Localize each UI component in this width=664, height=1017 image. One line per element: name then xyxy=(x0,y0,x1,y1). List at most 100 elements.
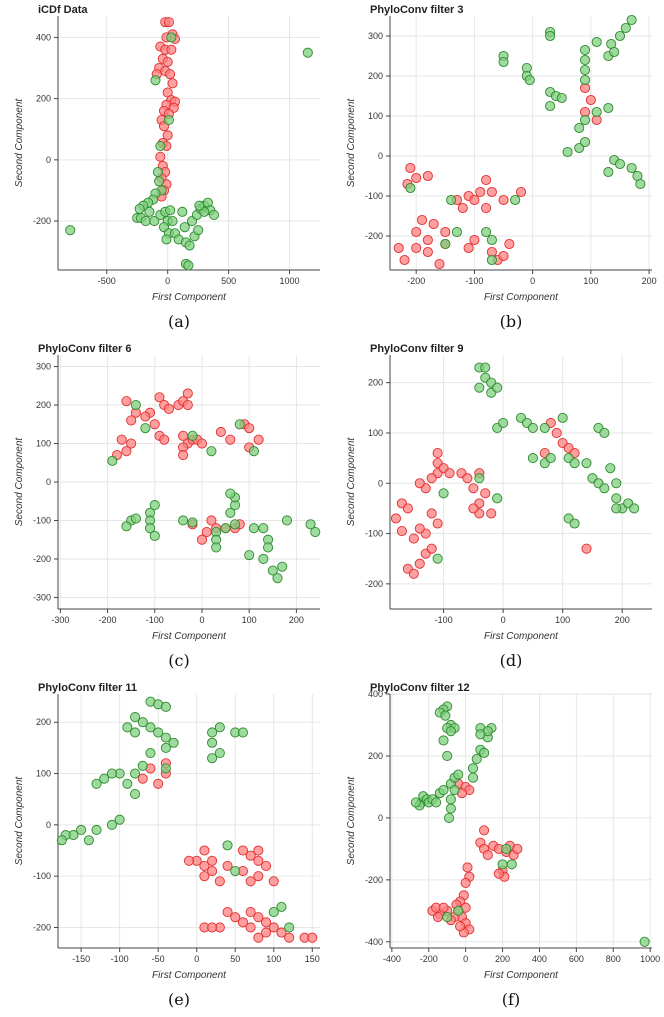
x-tick-label: -100 xyxy=(111,954,129,964)
data-point-green xyxy=(498,56,509,68)
data-point-red xyxy=(469,194,480,206)
x-tick-label: -150 xyxy=(72,954,90,964)
data-point-green xyxy=(479,747,490,758)
data-point-green xyxy=(130,513,141,524)
y-tick-label: -100 xyxy=(365,191,383,201)
data-point-green xyxy=(432,553,443,564)
x-tick-label: -200 xyxy=(407,276,425,286)
data-point-red xyxy=(432,448,443,459)
data-point-green xyxy=(106,768,117,779)
data-point-red xyxy=(126,438,137,449)
y-tick-label: 0 xyxy=(46,820,51,830)
data-point-green xyxy=(222,840,233,851)
x-tick-label: -100 xyxy=(435,615,453,625)
data-point-green xyxy=(225,507,236,518)
data-point-red xyxy=(155,151,166,162)
data-point-green xyxy=(626,14,637,26)
data-point-green xyxy=(114,814,125,825)
data-point-red xyxy=(137,773,148,784)
data-point-green xyxy=(545,100,556,112)
data-point-red xyxy=(253,932,264,943)
data-point-green xyxy=(214,722,225,733)
x-tick-label: 1000 xyxy=(640,954,660,964)
data-point-green xyxy=(134,203,145,214)
data-point-red xyxy=(261,917,272,928)
data-point-green xyxy=(492,493,503,504)
data-point-red xyxy=(405,162,416,174)
x-tick-label: -200 xyxy=(99,615,117,625)
data-point-green xyxy=(178,515,189,526)
data-point-green xyxy=(187,430,198,441)
data-point-red xyxy=(121,396,132,407)
data-point-red xyxy=(230,912,241,923)
subfigure-caption: (d) xyxy=(500,651,523,670)
data-point-red xyxy=(414,558,425,569)
data-point-green xyxy=(481,226,492,238)
data-point-red xyxy=(411,242,422,254)
x-tick-label: -500 xyxy=(98,276,116,286)
data-point-red xyxy=(116,434,127,445)
data-point-green xyxy=(611,493,622,504)
y-axis-label: Second Component xyxy=(346,776,357,866)
data-point-red xyxy=(422,234,433,246)
chart-svg-3: -100 0 100 200 -200 -100 0 100 200 PhyloConv filt… xyxy=(346,343,652,670)
data-point-green xyxy=(184,240,195,251)
data-point-green xyxy=(506,859,517,870)
x-tick-label: -100 xyxy=(465,276,483,286)
y-tick-label: 300 xyxy=(368,31,383,41)
data-point-green xyxy=(207,737,218,748)
data-point-green xyxy=(599,483,610,494)
chart-svg-5: -400 -200 0 200 400 600 800 1000 -400 -200 0 200 400… xyxy=(346,682,660,1009)
x-tick-label: -50 xyxy=(152,954,165,964)
data-point-green xyxy=(207,753,218,764)
chart-panel-5: -400 -200 0 200 400 600 800 1000 -400 -200 0 200 400… xyxy=(332,678,664,1017)
data-point-green xyxy=(187,517,198,528)
data-point-green xyxy=(438,488,449,499)
x-tick-label: -100 xyxy=(146,615,164,625)
data-point-green xyxy=(569,458,580,469)
data-point-green xyxy=(471,753,482,765)
data-point-red xyxy=(457,202,468,214)
data-point-green xyxy=(445,726,456,737)
data-point-green xyxy=(591,106,602,118)
data-point-green xyxy=(451,226,463,238)
data-point-red xyxy=(481,202,492,214)
data-point-green xyxy=(268,907,279,918)
subfigure-caption: (a) xyxy=(168,312,190,331)
data-point-green xyxy=(475,729,486,740)
data-point-red xyxy=(126,415,137,426)
data-point-green xyxy=(137,760,148,771)
data-point-green xyxy=(557,412,568,423)
data-point-red xyxy=(225,434,236,445)
data-point-red xyxy=(245,907,256,918)
y-tick-label: 100 xyxy=(368,111,383,121)
x-axis-label: First Component xyxy=(152,631,227,642)
chart-title: iCDf Data xyxy=(38,4,88,16)
data-point-green xyxy=(56,835,67,846)
data-point-green xyxy=(130,768,141,779)
data-point-green xyxy=(497,859,508,870)
data-point-green xyxy=(442,750,453,762)
data-point-green xyxy=(545,30,556,42)
data-point-red xyxy=(206,515,217,526)
data-point-red xyxy=(140,411,151,422)
chart-panel-4: -150 -100 -50 0 50 100 150 -200 -100 0 100 200 Phylo… xyxy=(0,678,332,1017)
chart-panel-1: -200 -100 0 100 200 -200 -100 0 100 200 300 PhyloCo… xyxy=(332,0,664,339)
data-point-green xyxy=(272,573,283,584)
data-point-green xyxy=(498,417,509,428)
data-point-red xyxy=(460,877,471,889)
data-point-green xyxy=(130,399,141,411)
data-point-green xyxy=(65,225,76,236)
data-point-red xyxy=(486,508,497,519)
data-point-green xyxy=(438,735,449,746)
data-point-green xyxy=(244,550,255,561)
data-point-green xyxy=(106,819,117,830)
data-point-green xyxy=(579,136,591,148)
chart-svg-0: -500 0 500 1000 -200 0 200 400 iCDf Data First Co… xyxy=(14,4,320,331)
data-point-green xyxy=(99,773,110,784)
y-axis-label: Second Component xyxy=(14,776,25,866)
data-point-red xyxy=(162,56,173,67)
data-point-green xyxy=(539,422,550,433)
data-point-red xyxy=(182,399,193,411)
x-tick-label: 1000 xyxy=(280,276,300,286)
